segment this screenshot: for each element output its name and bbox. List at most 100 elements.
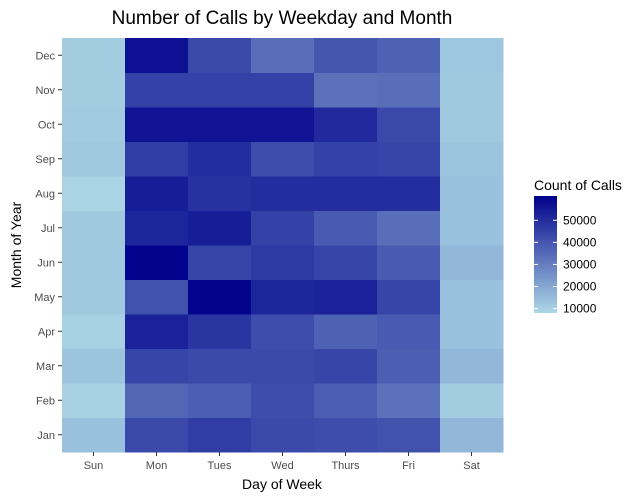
- heatmap-cell: [125, 383, 189, 418]
- legend-colorbar: [534, 196, 557, 313]
- heatmap-cell: [125, 38, 189, 73]
- heatmap-cell: [251, 245, 315, 280]
- heatmap-cell: [377, 176, 441, 211]
- heatmap-cell: [62, 245, 126, 280]
- heatmap-cell: [440, 72, 504, 108]
- heatmap-cell: [62, 383, 126, 418]
- legend-title: Count of Calls: [534, 177, 622, 193]
- x-tick-label: Tues: [207, 460, 232, 472]
- y-tick-label: Jul: [41, 223, 55, 235]
- heatmap-cell: [251, 38, 315, 73]
- heatmap-cell: [188, 210, 252, 246]
- x-tick-label: Thurs: [331, 460, 360, 472]
- heatmap-cell: [188, 72, 252, 108]
- heatmap-cell: [251, 314, 315, 349]
- heatmap-cell: [440, 348, 504, 384]
- y-tick-label: Oct: [38, 119, 55, 131]
- legend-label: 10000: [563, 302, 597, 316]
- heatmap-cell: [62, 141, 126, 177]
- heatmap-cell: [377, 279, 441, 315]
- heatmap-cell: [377, 417, 441, 453]
- heatmap-cell: [377, 141, 441, 177]
- heatmap-cell: [125, 141, 189, 177]
- y-tick-label: Sep: [35, 154, 55, 166]
- x-tick-label: Wed: [271, 460, 293, 472]
- chart-title: Number of Calls by Weekday and Month: [112, 8, 453, 29]
- heatmap-cell: [62, 348, 126, 384]
- y-tick-label: Aug: [35, 188, 55, 200]
- heatmap-cell: [188, 314, 252, 349]
- heatmap-cell: [188, 176, 252, 211]
- x-tick-label: Fri: [402, 460, 415, 472]
- heatmap-cell: [62, 107, 126, 142]
- heatmap-cell: [251, 417, 315, 453]
- y-axis: Jan Feb Mar Apr May Jun Jul Aug Sep Oct Nov Dec: [34, 50, 62, 442]
- heatmap-cell: [377, 72, 441, 108]
- heatmap-cell: [314, 245, 378, 280]
- heatmap-cell: [440, 314, 504, 349]
- heatmap-cell: [62, 417, 126, 453]
- x-axis-title: Day of Week: [242, 476, 323, 492]
- y-tick-label: Feb: [36, 395, 55, 407]
- heatmap-cell: [440, 210, 504, 246]
- heatmap-cell: [314, 38, 378, 73]
- heatmap-cell: [62, 210, 126, 246]
- heatmap-cell: [62, 38, 126, 73]
- heatmap-cell: [188, 141, 252, 177]
- x-tick-label: Sun: [84, 460, 104, 472]
- y-tick-label: Jan: [37, 430, 55, 442]
- heatmap-cell: [440, 417, 504, 453]
- heatmap-cell: [440, 279, 504, 315]
- legend-label: 50000: [563, 213, 597, 227]
- heatmap-cell: [125, 417, 189, 453]
- heatmap-cell: [188, 417, 252, 453]
- heatmap-cell: [314, 141, 378, 177]
- heatmap-cell: [251, 383, 315, 418]
- heatmap-cell: [440, 245, 504, 280]
- heatmap-cell: [314, 176, 378, 211]
- heatmap-cell: [314, 279, 378, 315]
- heatmap-cell: [251, 107, 315, 142]
- legend: Count of Calls 10000 20000 30000 40000 50000: [534, 177, 622, 316]
- heatmap-cell: [62, 72, 126, 108]
- heatmap-cell: [377, 210, 441, 246]
- heatmap-cell: [440, 107, 504, 142]
- legend-label: 30000: [563, 257, 597, 271]
- x-axis: Sun Mon Tues Wed Thurs Fri Sat: [84, 452, 480, 472]
- x-tick-label: Sat: [463, 460, 480, 472]
- heatmap-cell: [251, 176, 315, 211]
- heatmap-cell: [251, 72, 315, 108]
- heatmap-cell: [377, 348, 441, 384]
- heatmap-cell: [188, 383, 252, 418]
- heatmap-cell: [440, 38, 504, 73]
- y-tick-label: Jun: [37, 257, 55, 269]
- legend-label: 40000: [563, 235, 597, 249]
- heatmap-cell: [251, 210, 315, 246]
- heatmap-cell: [377, 383, 441, 418]
- y-axis-title: Month of Year: [8, 201, 24, 288]
- heatmap-cell: [125, 210, 189, 246]
- heatmap-cells: [62, 38, 504, 453]
- heatmap-cell: [125, 176, 189, 211]
- heatmap-cell: [314, 314, 378, 349]
- heatmap-cell: [125, 279, 189, 315]
- heatmap-cell: [377, 38, 441, 73]
- heatmap-cell: [251, 279, 315, 315]
- heatmap-cell: [377, 314, 441, 349]
- heatmap-cell: [251, 348, 315, 384]
- heatmap-cell: [125, 72, 189, 108]
- heatmap-cell: [125, 314, 189, 349]
- y-tick-label: Dec: [35, 50, 55, 62]
- heatmap-cell: [440, 141, 504, 177]
- heatmap-cell: [440, 383, 504, 418]
- heatmap-cell: [314, 107, 378, 142]
- heatmap-cell: [125, 245, 189, 280]
- heatmap-cell: [188, 107, 252, 142]
- heatmap-cell: [377, 107, 441, 142]
- heatmap-cell: [125, 348, 189, 384]
- heatmap-cell: [314, 72, 378, 108]
- heatmap-cell: [188, 245, 252, 280]
- heatmap-cell: [377, 245, 441, 280]
- heatmap-cell: [188, 38, 252, 73]
